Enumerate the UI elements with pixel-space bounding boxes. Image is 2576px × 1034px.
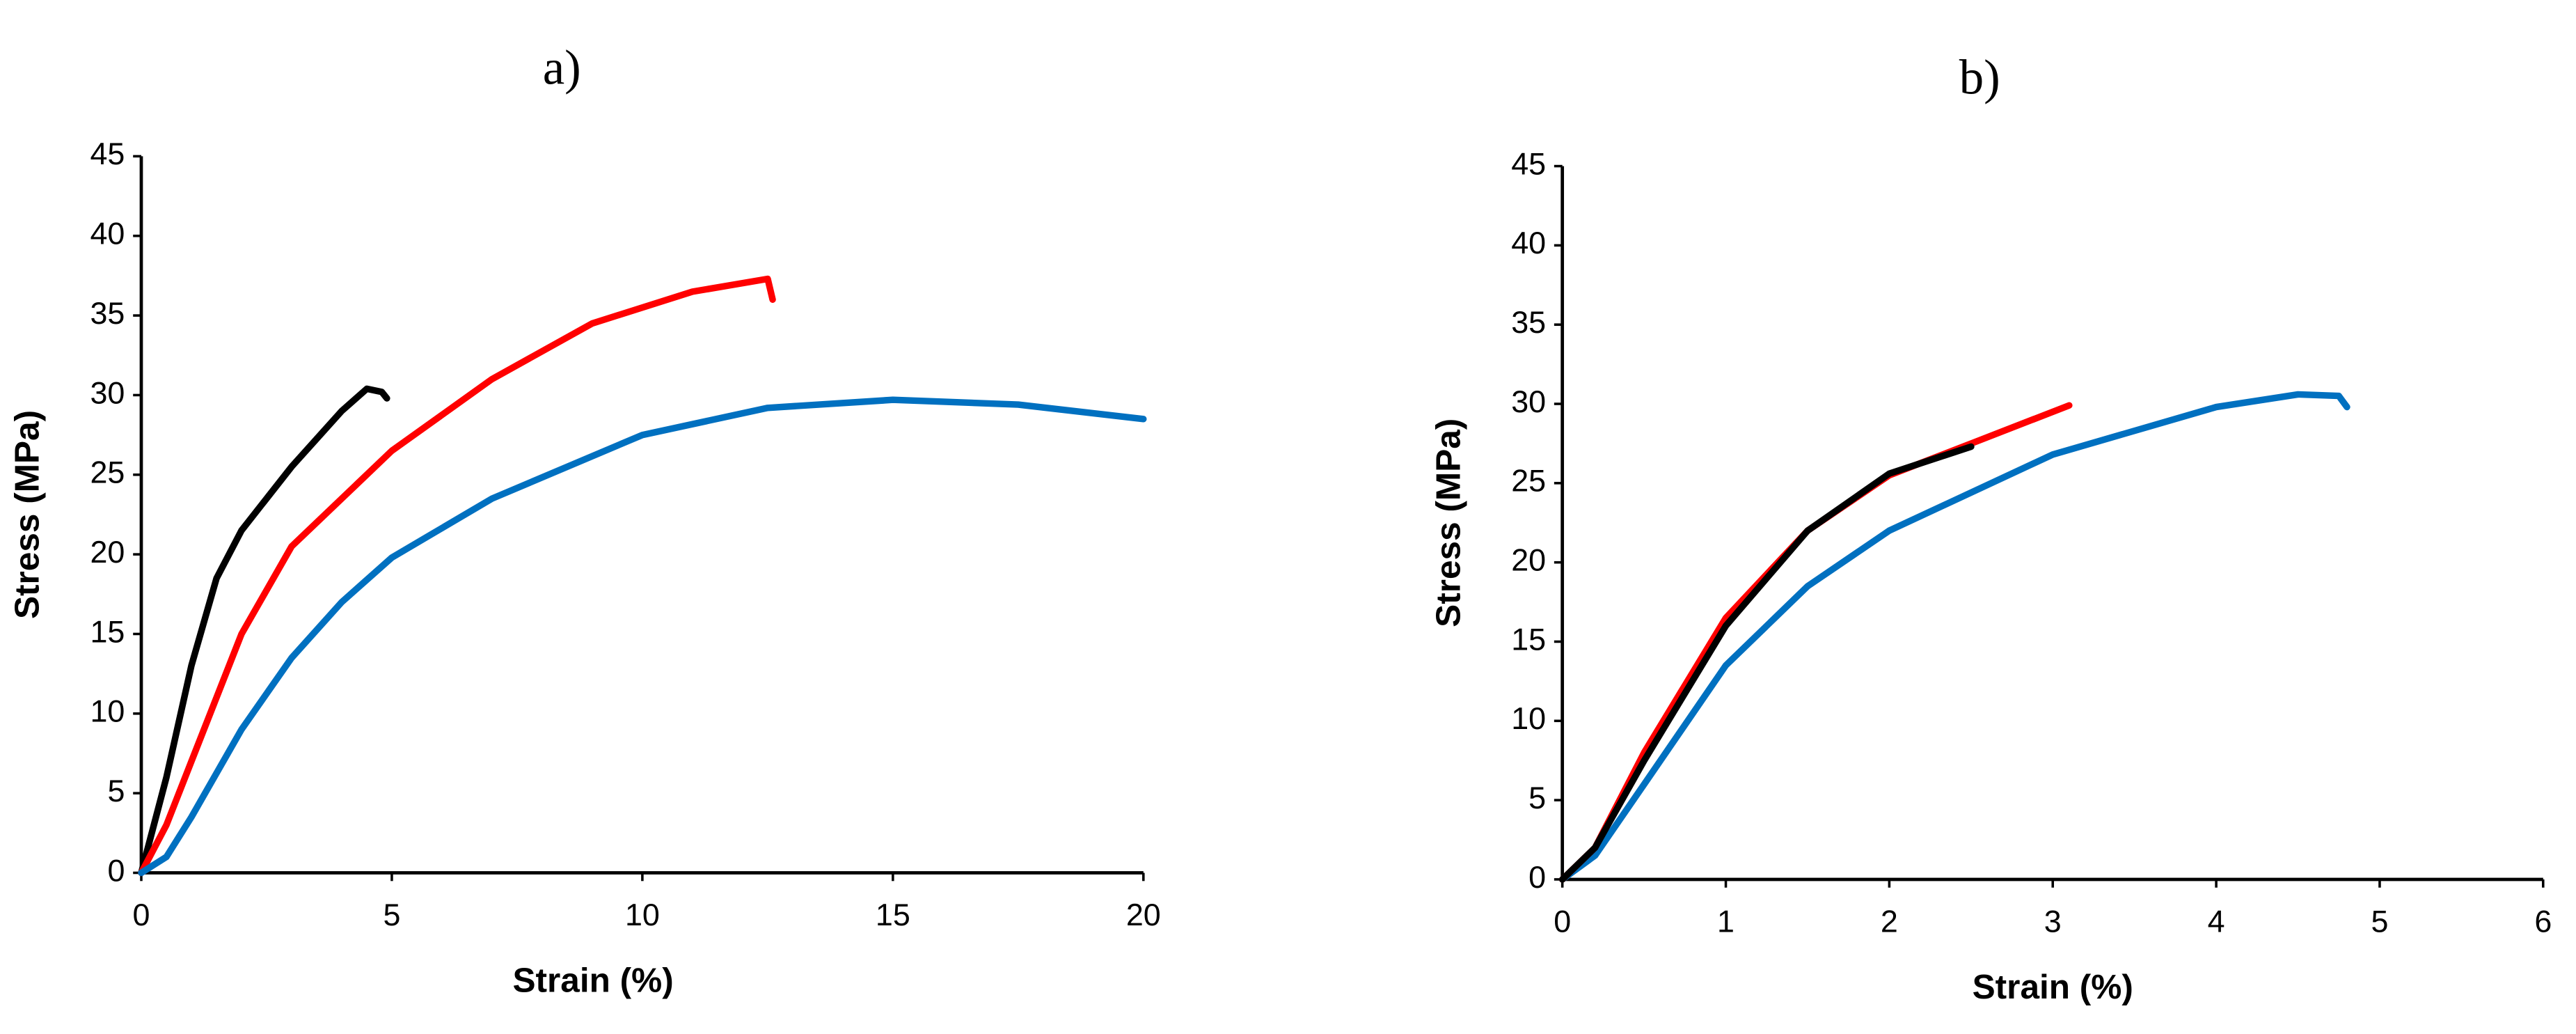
y-tick-label: 0 <box>107 852 125 888</box>
x-tick-label: 4 <box>2208 904 2225 939</box>
y-tick-label: 20 <box>1511 542 1546 578</box>
y-axis-label: Stress (MPa) <box>1428 418 1467 627</box>
line <box>138 385 390 877</box>
y-tick-label: 5 <box>107 773 125 808</box>
x-axis-label: Strain (%) <box>512 961 673 1000</box>
x-tick-label: 0 <box>133 897 150 932</box>
line <box>1558 402 2073 883</box>
x-axis-label: Strain (%) <box>1973 967 2133 1006</box>
y-tick-label: 45 <box>1511 146 1546 181</box>
x-tick-label: 15 <box>876 897 910 932</box>
y-tick-label: 40 <box>1511 225 1546 260</box>
chart-title: b) <box>1959 50 2000 104</box>
y-tick-label: 0 <box>1528 859 1546 895</box>
y-tick-label: 10 <box>90 694 125 729</box>
x-tick-label: 5 <box>2371 904 2388 939</box>
x-tick-label: 2 <box>1881 904 1898 939</box>
chart-title: a) <box>543 40 581 95</box>
x-tick-label: 6 <box>2534 904 2552 939</box>
x-tick-label: 1 <box>1717 904 1735 939</box>
x-tick-label: 10 <box>625 897 660 932</box>
line <box>1558 443 1975 883</box>
y-tick-label: 15 <box>90 613 125 649</box>
line <box>138 396 1147 877</box>
y-tick-label: 10 <box>1511 700 1546 736</box>
y-tick-label: 30 <box>90 375 125 410</box>
x-tick-label: 5 <box>383 897 400 932</box>
y-tick-label: 25 <box>90 455 125 490</box>
x-tick-label: 20 <box>1126 897 1161 932</box>
y-tick-label: 35 <box>1511 304 1546 340</box>
y-tick-label: 35 <box>90 295 125 331</box>
y-tick-label: 40 <box>90 216 125 251</box>
y-tick-label: 15 <box>1511 621 1546 657</box>
x-tick-label: 3 <box>2044 904 2062 939</box>
y-tick-label: 5 <box>1528 780 1546 815</box>
y-tick-label: 30 <box>1511 384 1546 419</box>
y-tick-label: 20 <box>90 534 125 570</box>
y-axis-label: Stress (MPa) <box>8 410 47 619</box>
y-tick-label: 25 <box>1511 463 1546 499</box>
y-tick-label: 45 <box>90 136 125 171</box>
line <box>138 275 776 877</box>
line <box>1558 391 2350 883</box>
x-tick-label: 0 <box>1554 904 1571 939</box>
